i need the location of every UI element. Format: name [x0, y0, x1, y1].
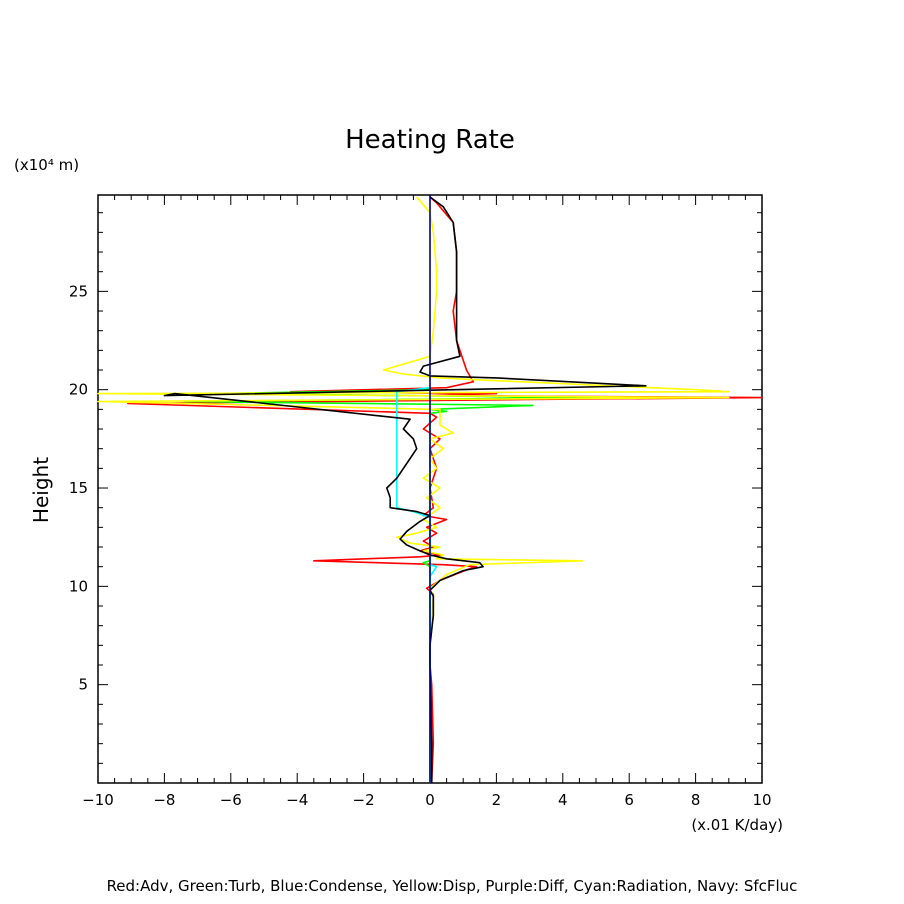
y-unit-label: (x10⁴ m) [14, 156, 79, 174]
series-line-adv [127, 196, 763, 784]
y-tick-label: 10 [69, 577, 88, 595]
x-unit-label: (x.01 K/day) [691, 816, 783, 834]
y-tick-label: 25 [69, 282, 88, 300]
series-line-total [163, 196, 647, 783]
x-tick-label: −8 [153, 791, 175, 809]
axis-ticks: −10 −8 −6 −4 −2 0 2 4 6 8 10 5 10 15 20 25 [69, 195, 772, 809]
y-axis-label: Height [29, 457, 53, 523]
x-tick-label: −2 [353, 791, 375, 809]
y-tick-label: 15 [69, 479, 88, 497]
x-tick-label: −10 [82, 791, 114, 809]
x-tick-label: 2 [492, 791, 502, 809]
x-tick-label: −6 [220, 791, 242, 809]
x-tick-label: 0 [425, 791, 435, 809]
x-tick-label: 4 [558, 791, 568, 809]
x-tick-label: 10 [752, 791, 771, 809]
y-tick-label: 20 [69, 381, 88, 399]
legend-text: Red:Adv, Green:Turb, Blue:Condense, Yell… [107, 877, 798, 895]
series-lines [97, 195, 763, 784]
x-tick-label: 8 [691, 791, 701, 809]
x-tick-label: −4 [286, 791, 308, 809]
series-line-turb [183, 388, 601, 780]
y-tick-label: 5 [78, 676, 88, 694]
x-tick-label: 6 [624, 791, 634, 809]
series-line-disp [97, 196, 730, 783]
chart-title: Heating Rate [345, 125, 515, 155]
